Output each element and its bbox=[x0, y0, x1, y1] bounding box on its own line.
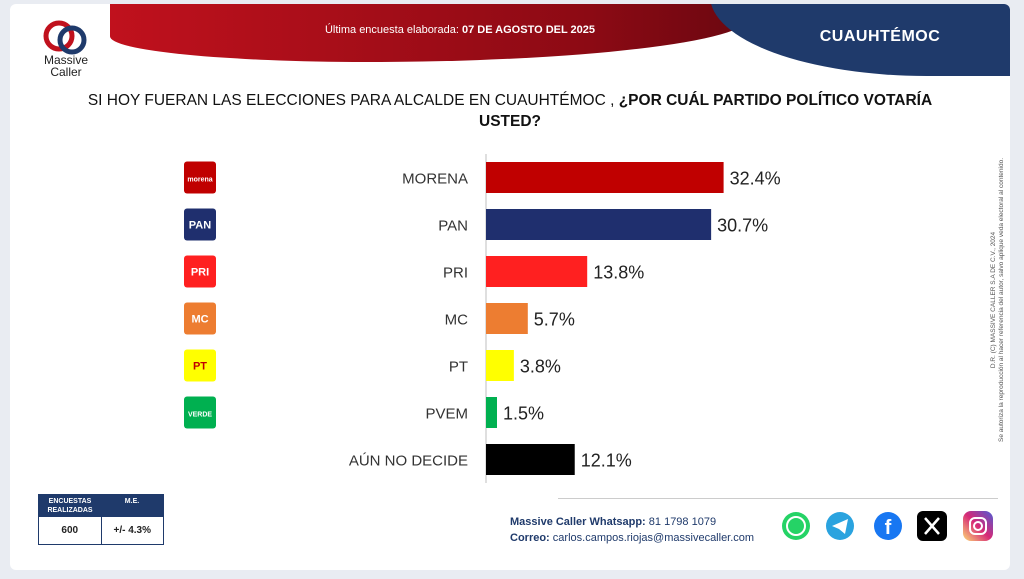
divider bbox=[558, 498, 998, 499]
value-label-6: 12.1% bbox=[581, 451, 632, 471]
x-icon[interactable] bbox=[916, 510, 948, 542]
bar-0 bbox=[486, 162, 724, 193]
telegram-icon[interactable] bbox=[824, 510, 856, 542]
copyright-line2: Se autoriza la reproducción al hacer ref… bbox=[998, 158, 1005, 443]
category-label-2: PRI bbox=[443, 265, 468, 282]
party-logo-text-4: PT bbox=[193, 361, 207, 373]
bar-chart: MORENA 32.4% morena PAN 30.7% PAN PRI 13.8% PRI M… bbox=[184, 154, 781, 483]
stats-header-margin: M.E. bbox=[124, 498, 140, 505]
value-label-3: 5.7% bbox=[534, 310, 575, 330]
party-logo-text-1: PAN bbox=[189, 220, 211, 232]
category-label-3: MC bbox=[445, 312, 468, 329]
instagram-icon[interactable] bbox=[962, 510, 994, 542]
stats-table: ENCUESTAS REALIZADAS M.E. 600 +/- 4.3% bbox=[38, 494, 164, 545]
bar-1 bbox=[486, 209, 712, 240]
value-label-5: 1.5% bbox=[503, 404, 544, 424]
copyright-notice: D.R. (C) MASSIVE CALLER S.A DE C.V., 202… bbox=[988, 122, 1005, 482]
contact-info: Massive Caller Whatsapp: 81 1798 1079 Co… bbox=[510, 514, 754, 546]
whatsapp-label: Massive Caller Whatsapp: bbox=[510, 516, 646, 528]
category-label-6: AÚN NO DECIDE bbox=[349, 453, 468, 470]
party-logo-text-0: morena bbox=[187, 177, 212, 184]
stats-margin-value: +/- 4.3% bbox=[113, 525, 152, 536]
party-logo-text-5: VERDE bbox=[188, 412, 212, 419]
bar-2 bbox=[486, 256, 588, 287]
whatsapp-number[interactable]: 81 1798 1079 bbox=[648, 516, 717, 528]
party-logo-2 bbox=[184, 255, 216, 288]
copyright-line1: D.R. (C) MASSIVE CALLER S.A DE C.V., 202… bbox=[990, 231, 997, 369]
category-label-0: MORENA bbox=[402, 171, 468, 188]
place-title: CUAUHTÉMOC bbox=[819, 28, 941, 45]
survey-card: Última encuesta elaborada: 07 DE AGOSTO … bbox=[10, 4, 1010, 570]
bar-6 bbox=[486, 444, 575, 475]
stats-header-surveys: ENCUESTAS REALIZADAS bbox=[47, 498, 93, 514]
email-address[interactable]: carlos.campos.riojas@massivecaller.com bbox=[552, 532, 755, 544]
stats-surveys-value: 600 bbox=[39, 517, 102, 544]
party-logo-1 bbox=[184, 208, 216, 241]
party-logo-5 bbox=[184, 396, 216, 429]
value-label-1: 30.7% bbox=[717, 216, 768, 236]
whatsapp-icon[interactable] bbox=[780, 510, 812, 542]
question-part2: ¿POR CUÁL PARTIDO POLÍTICO VOTARÍA USTED… bbox=[479, 92, 933, 130]
survey-date-label: Última encuesta elaborada: bbox=[324, 24, 459, 36]
category-label-1: PAN bbox=[438, 218, 468, 235]
party-logo-0 bbox=[184, 161, 216, 194]
value-label-4: 3.8% bbox=[520, 357, 561, 377]
question-title: SI HOY FUERAN LAS ELECCIONES PARA ALCALD… bbox=[70, 90, 950, 132]
category-label-4: PT bbox=[449, 359, 468, 376]
survey-date-value: 07 DE AGOSTO DEL 2025 bbox=[461, 24, 596, 36]
brand-line1: Massive bbox=[43, 53, 88, 67]
category-label-5: PVEM bbox=[425, 406, 468, 423]
brand-line2: Caller bbox=[50, 65, 82, 79]
party-logo-4 bbox=[184, 349, 216, 382]
bar-3 bbox=[486, 303, 528, 334]
email-label: Correo: bbox=[510, 532, 550, 544]
svg-text:f: f bbox=[885, 517, 892, 539]
facebook-icon[interactable]: f bbox=[872, 510, 904, 542]
party-logo-text-3: MC bbox=[191, 314, 208, 326]
bar-5 bbox=[486, 397, 497, 428]
value-label-2: 13.8% bbox=[593, 263, 644, 283]
value-label-0: 32.4% bbox=[730, 169, 781, 189]
massive-caller-logo-icon bbox=[43, 20, 87, 55]
question-part1: SI HOY FUERAN LAS ELECCIONES PARA ALCALD… bbox=[87, 92, 615, 109]
party-logo-text-2: PRI bbox=[191, 267, 209, 279]
survey-date: Última encuesta elaborada: 07 DE AGOSTO … bbox=[160, 24, 760, 36]
brand-name: Massive Caller bbox=[34, 54, 98, 78]
party-logo-3 bbox=[184, 302, 216, 335]
bar-4 bbox=[486, 350, 514, 381]
